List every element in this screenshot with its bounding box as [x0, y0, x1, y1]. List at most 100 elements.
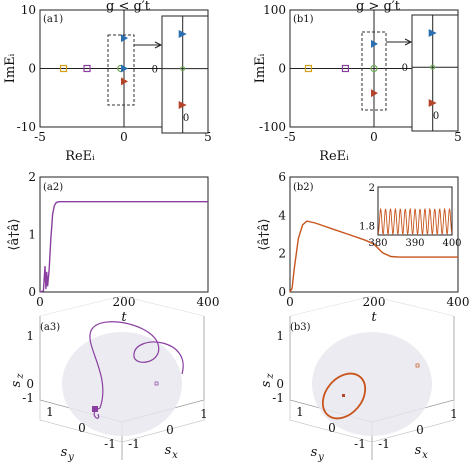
y-tick-label: 1 — [46, 405, 54, 419]
eigenvalue-point — [428, 29, 437, 37]
trajectory-endpoint — [92, 406, 98, 412]
eigenvalue-point — [121, 77, 128, 86]
initial-point — [154, 381, 159, 386]
y-tick-label: 6 — [278, 170, 286, 184]
panel-label: (b2) — [293, 182, 314, 193]
unit-sphere — [312, 332, 432, 436]
y-tick-label: 2 — [28, 170, 36, 184]
x-tick-label: 0 — [370, 130, 378, 144]
eigenvalue-point — [371, 89, 378, 98]
inset-tick-label: 0 — [152, 65, 158, 76]
zoom-region-box — [361, 31, 387, 111]
y-axis-label: s — [61, 445, 68, 460]
panel-title: g > g′t — [356, 0, 401, 14]
y-tick-label: 4 — [278, 208, 286, 222]
trajectory-endpoint — [342, 394, 345, 397]
y-tick-label: -10 — [17, 120, 36, 134]
y-axis-label: ImEᵢ — [253, 53, 268, 83]
x-tick-label: 0 — [120, 130, 128, 144]
panel-title-text: g < g′t — [106, 0, 151, 14]
y-axis-label-subscript: y — [67, 452, 74, 463]
eigenvalue-point — [178, 30, 187, 38]
z-axis-label-subscript: z — [265, 373, 276, 380]
y-tick-label: 100 — [263, 3, 286, 17]
x-tick-label: -5 — [284, 130, 296, 144]
box-floor — [39, 400, 205, 443]
inset-tick-label: 0 — [402, 63, 408, 74]
x-tick-label: 5 — [204, 130, 212, 144]
y-tick-label: -1 — [354, 437, 366, 451]
panel-label: (b3) — [290, 322, 311, 333]
y-tick-label: 0 — [78, 421, 86, 435]
x-axis-label: ReEᵢ — [65, 149, 95, 164]
z-axis-label: s — [9, 380, 24, 387]
y-tick-label: 0 — [278, 62, 286, 76]
eigenvalue-point — [121, 64, 128, 73]
panel-title-text: g > g′t — [356, 0, 401, 14]
eigenvalue-point — [178, 101, 187, 109]
inset-series-line — [377, 207, 453, 236]
eigenvalue-point — [121, 34, 128, 43]
panel-label: (a3) — [40, 322, 60, 333]
inset-x-tick-label: 400 — [442, 238, 461, 249]
zoom-arrowhead — [404, 38, 413, 46]
inset-plot: 00 — [152, 15, 209, 134]
inset-frame — [411, 14, 459, 132]
limit-cycle — [321, 372, 367, 420]
y-tick-label: 10 — [21, 3, 36, 17]
x-axis-label: t — [121, 310, 127, 325]
x-tick-label: 200 — [113, 295, 136, 309]
x-axis-label: s — [415, 443, 422, 458]
eigenvalue-point — [430, 64, 436, 70]
eigenvalue-point — [59, 64, 68, 73]
x-axis-label: t — [371, 310, 377, 325]
x-tick-label: 0 — [286, 295, 294, 309]
x-axis-label: ReEᵢ — [319, 149, 349, 164]
initial-point — [415, 363, 420, 368]
series-line — [39, 200, 208, 293]
y-axis-label: ⟨â†â⟩ — [7, 218, 22, 250]
x-tick-label: 0 — [166, 423, 174, 437]
inset-frame — [161, 15, 209, 134]
z-tick-label: 0 — [26, 377, 34, 391]
panel-label: (b1) — [293, 14, 314, 25]
y-tick-label: 0 — [28, 62, 36, 76]
y-tick-label: 0 — [328, 421, 336, 435]
eigenvalue-point — [370, 64, 378, 73]
y-axis-label-subscript: y — [317, 452, 324, 463]
z-tick-label: 1 — [276, 329, 284, 343]
x-axis-label-subscript: x — [172, 450, 178, 461]
box-top — [289, 295, 455, 317]
panel-b2: 0 200 400 6 4 2 0 t ⟨â†â⟩ (b2) 380 390 400 2 1.8 — [257, 170, 469, 325]
x-tick-label: 1 — [450, 407, 458, 421]
y-tick-label: 0 — [278, 285, 286, 299]
zoom-arrowhead — [154, 41, 163, 49]
y-axis-label: ImEᵢ — [3, 53, 18, 83]
y-tick-label: -100 — [259, 120, 286, 134]
z-tick-label: 0 — [276, 377, 284, 391]
box-floor — [289, 400, 455, 443]
x-tick-label: 0 — [416, 423, 424, 437]
inset-y-tick-label: 2 — [369, 183, 375, 194]
inset-tick-label: 0 — [433, 111, 439, 122]
panel-b1: -5 0 5 100 0 -100 ReEᵢ ImEᵢ (b1) 0 0 g > g′t — [253, 0, 462, 164]
y-tick-label: 1 — [296, 405, 304, 419]
box-top — [39, 295, 205, 317]
x-tick-label: -1 — [128, 437, 140, 451]
x-tick-label: 400 — [447, 295, 470, 309]
inset-tick-label: 0 — [183, 113, 189, 124]
x-tick-label: 5 — [454, 130, 462, 144]
x-axis-label: s — [165, 443, 172, 458]
inset-y-tick-label: 1.8 — [359, 221, 375, 232]
x-tick-label: 400 — [197, 295, 220, 309]
inset-x-tick-label: 380 — [368, 238, 387, 249]
y-tick-label: -1 — [104, 437, 116, 451]
eigenvalue-point — [428, 99, 437, 107]
x-tick-label: -5 — [34, 130, 46, 144]
panel-label: (a2) — [43, 182, 63, 193]
z-tick-label: 1 — [26, 329, 34, 343]
